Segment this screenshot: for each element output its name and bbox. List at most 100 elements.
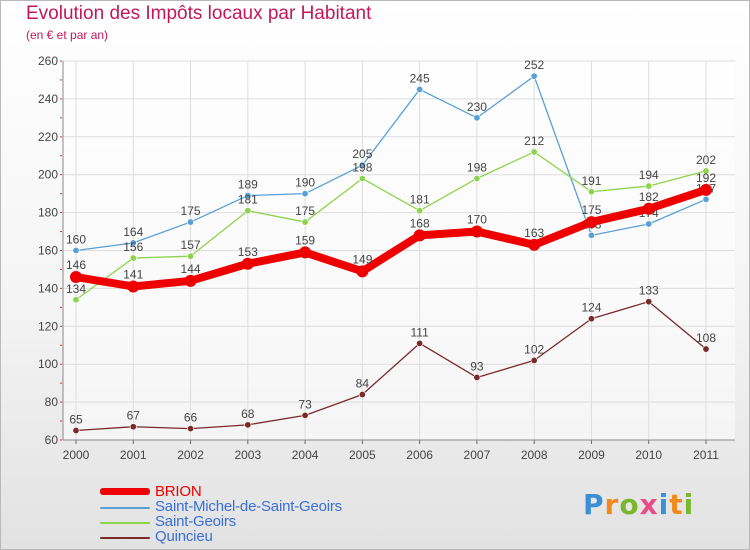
series-line-brion xyxy=(72,185,710,291)
y-tick-label: 260 xyxy=(38,54,58,68)
data-point-quincieu xyxy=(129,423,137,431)
chart-title: Evolution des Impôts locaux par Habitant xyxy=(26,3,372,24)
y-tick-label: 200 xyxy=(38,168,58,182)
data-point-saint-geoirs xyxy=(530,148,538,156)
legend-swatch-brion xyxy=(100,488,150,495)
data-label-quincieu: 133 xyxy=(639,284,659,298)
y-tick-label: 220 xyxy=(38,130,58,144)
data-label-brion: 192 xyxy=(696,171,716,185)
data-label-saint-geoirs: 134 xyxy=(66,282,86,296)
data-label-saint-geoirs: 181 xyxy=(238,193,258,207)
data-point-quincieu xyxy=(416,339,424,347)
data-label-quincieu: 124 xyxy=(581,301,601,315)
data-label-saint-michel-de-saint-geoirs: 252 xyxy=(524,58,544,72)
data-label-quincieu: 84 xyxy=(356,377,370,391)
data-point-quincieu xyxy=(301,411,309,419)
data-point-saint-michel-de-saint-geoirs xyxy=(72,247,80,255)
data-label-saint-geoirs: 194 xyxy=(639,168,659,182)
data-point-saint-geoirs xyxy=(416,207,424,215)
series-line-saint-michel-de-saint-geoirs xyxy=(75,75,707,252)
x-tick-label: 2001 xyxy=(120,448,147,462)
x-tick-label: 2008 xyxy=(521,448,548,462)
data-point-saint-geoirs xyxy=(301,218,309,226)
data-label-brion: 170 xyxy=(467,213,487,227)
data-label-saint-michel-de-saint-geoirs: 190 xyxy=(295,176,315,190)
chart-subtitle: (en € et par an) xyxy=(26,28,109,42)
x-tick-label: 2003 xyxy=(234,448,261,462)
data-label-saint-geoirs: 198 xyxy=(352,160,372,174)
proxiti-logo: Proxiti xyxy=(583,488,694,521)
series-line-saint-geoirs xyxy=(75,151,707,301)
legend-swatch-quincieu xyxy=(100,537,150,539)
data-point-brion xyxy=(299,246,312,259)
brand-letter: i xyxy=(658,488,670,521)
data-label-saint-geoirs: 198 xyxy=(467,160,487,174)
brand-letter: x xyxy=(639,488,659,521)
data-label-brion: 159 xyxy=(295,233,315,247)
data-point-saint-michel-de-saint-geoirs xyxy=(301,190,309,198)
legend-label-saint-michel: Saint-Michel-de-Saint-Geoirs xyxy=(155,498,342,515)
data-label-saint-michel-de-saint-geoirs: 175 xyxy=(181,204,201,218)
brand-letter: i xyxy=(683,488,695,521)
x-tick-label: 2007 xyxy=(464,448,491,462)
data-point-quincieu xyxy=(473,373,481,381)
data-point-brion xyxy=(127,280,140,293)
brand-letter: P xyxy=(583,488,605,521)
data-point-saint-michel-de-saint-geoirs xyxy=(187,218,195,226)
data-point-saint-geoirs xyxy=(72,296,80,304)
data-point-quincieu xyxy=(530,356,538,364)
data-label-brion: 182 xyxy=(639,190,659,204)
data-label-brion: 175 xyxy=(581,203,601,217)
data-label-quincieu: 66 xyxy=(184,411,198,425)
y-tick-label: 140 xyxy=(38,281,58,295)
data-point-brion xyxy=(528,238,541,251)
x-tick-label: 2000 xyxy=(63,448,90,462)
data-label-quincieu: 68 xyxy=(241,407,255,421)
x-tick-label: 2006 xyxy=(406,448,433,462)
brand-letter: r xyxy=(604,488,620,521)
data-label-saint-michel-de-saint-geoirs: 160 xyxy=(66,233,86,247)
legend-label-saint-geoirs: Saint-Geoirs xyxy=(155,513,236,530)
data-point-saint-geoirs xyxy=(473,174,481,182)
data-point-quincieu xyxy=(702,345,710,353)
data-point-saint-geoirs xyxy=(587,188,595,196)
x-tick-label: 2004 xyxy=(292,448,319,462)
data-label-saint-michel-de-saint-geoirs: 189 xyxy=(238,178,258,192)
data-point-brion xyxy=(70,271,82,284)
data-label-quincieu: 111 xyxy=(411,325,430,339)
legend-label-brion: BRION xyxy=(155,483,202,500)
data-point-saint-michel-de-saint-geoirs xyxy=(129,239,137,247)
data-point-brion xyxy=(642,202,655,215)
data-point-saint-michel-de-saint-geoirs xyxy=(473,114,481,122)
data-label-saint-geoirs: 191 xyxy=(581,174,601,188)
data-label-brion: 146 xyxy=(66,258,86,272)
x-tick-label: 2002 xyxy=(177,448,204,462)
data-point-brion xyxy=(413,229,426,242)
data-point-brion xyxy=(700,183,712,196)
data-point-saint-geoirs xyxy=(645,182,653,190)
legend-label-quincieu: Quincieu xyxy=(155,528,213,545)
data-point-brion xyxy=(470,225,483,238)
x-tick-label: 2005 xyxy=(349,448,376,462)
data-point-saint-michel-de-saint-geoirs xyxy=(244,192,252,200)
brand-letter: t xyxy=(669,488,684,521)
data-point-saint-michel-de-saint-geoirs xyxy=(702,195,710,203)
data-point-quincieu xyxy=(72,427,80,435)
data-label-brion: 153 xyxy=(238,245,258,259)
data-point-quincieu xyxy=(587,315,595,323)
brand-letter: o xyxy=(619,488,640,521)
y-tick-label: 80 xyxy=(45,395,59,409)
data-point-saint-geoirs xyxy=(244,207,252,215)
data-label-brion: 144 xyxy=(181,262,201,276)
data-label-saint-michel-de-saint-geoirs: 245 xyxy=(410,71,430,85)
data-label-saint-michel-de-saint-geoirs: 230 xyxy=(467,100,487,114)
data-label-saint-geoirs: 181 xyxy=(410,193,430,207)
y-tick-label: 240 xyxy=(38,92,58,106)
data-label-saint-geoirs: 212 xyxy=(524,134,544,148)
data-point-saint-michel-de-saint-geoirs xyxy=(645,220,653,228)
y-tick-label: 160 xyxy=(38,244,58,258)
data-label-saint-geoirs: 157 xyxy=(181,238,201,252)
data-point-saint-geoirs xyxy=(129,254,137,262)
data-label-quincieu: 67 xyxy=(127,409,141,423)
